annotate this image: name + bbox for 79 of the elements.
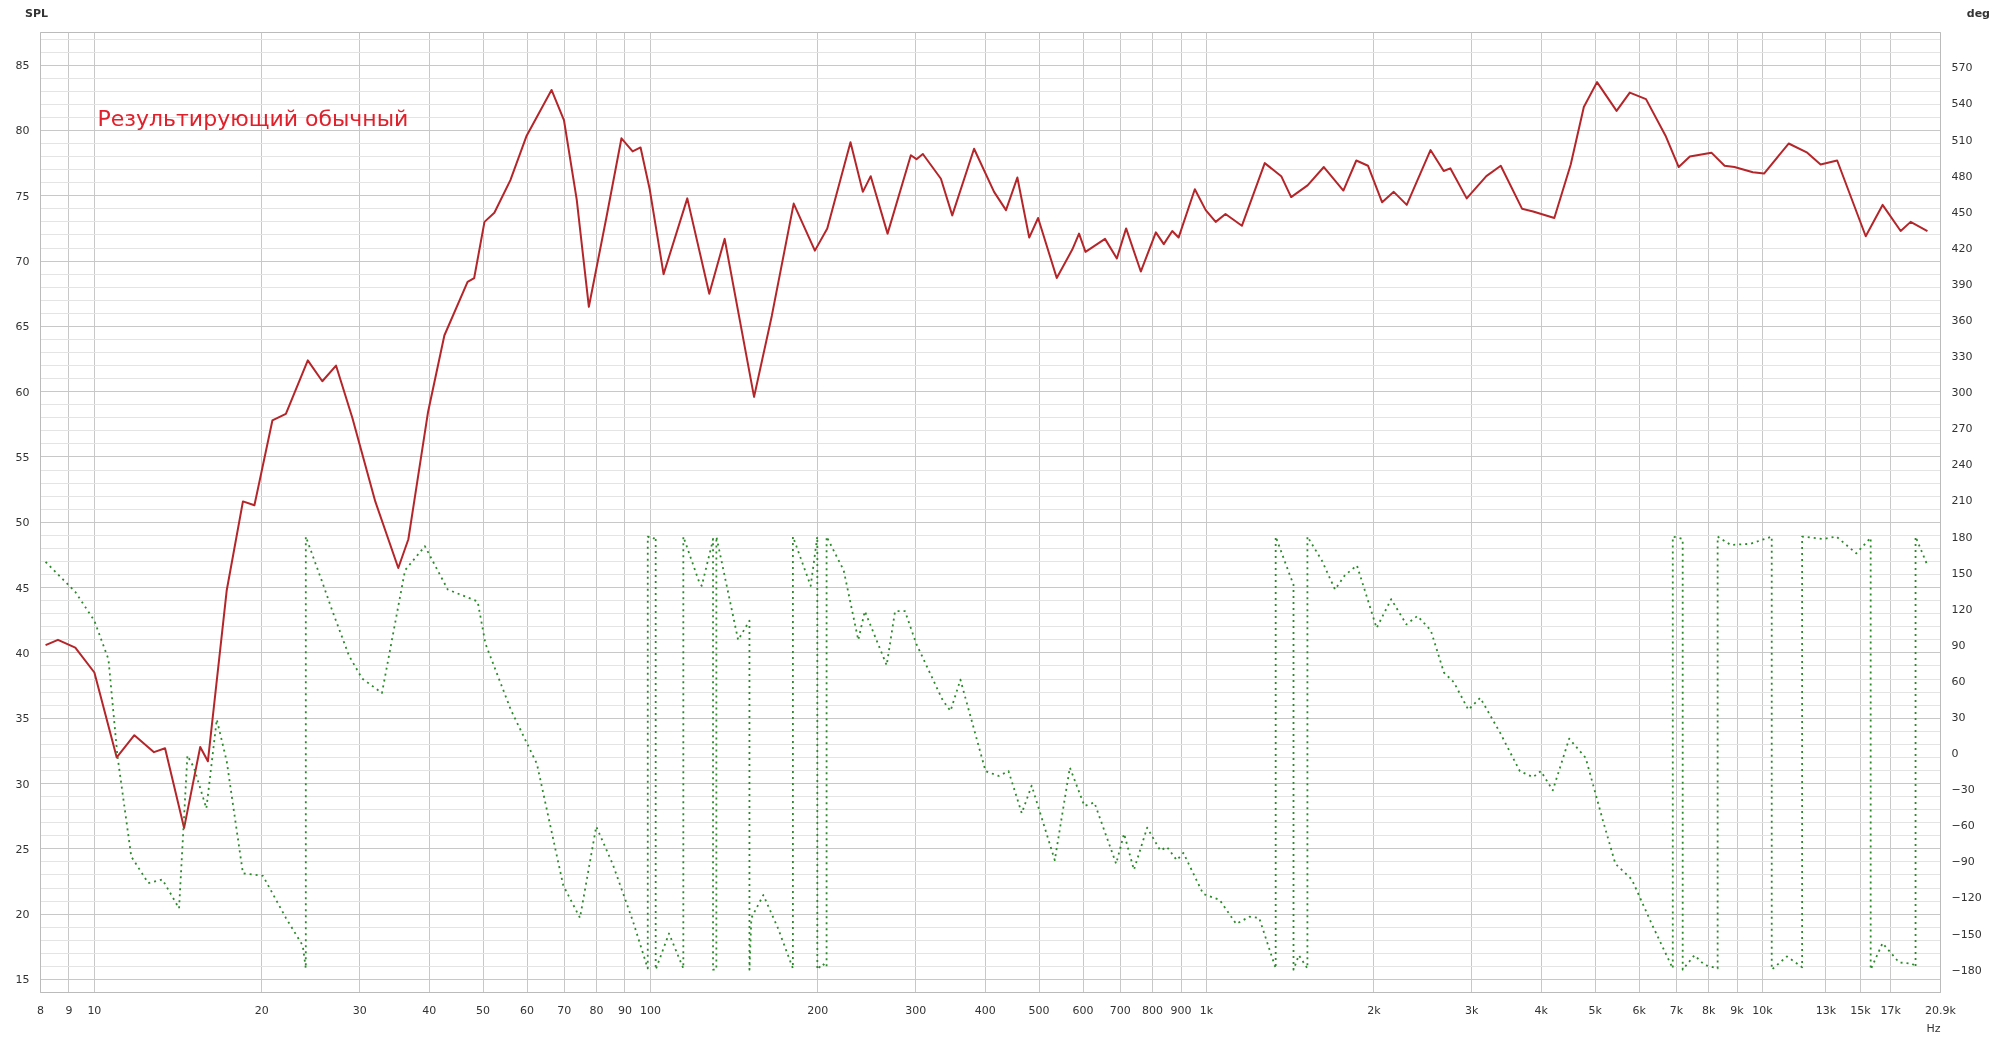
x-tick-label: 7k: [1669, 1003, 1684, 1017]
y-tick-label: 35: [15, 712, 30, 726]
x-tick-label: 30: [352, 1003, 367, 1017]
x-tick-label: 700: [1109, 1003, 1131, 1017]
x-tick-label: 10: [87, 1003, 102, 1017]
y-tick-label: 60: [15, 385, 30, 399]
y-tick-label: 65: [15, 320, 30, 334]
y2-tick-label: −60: [1951, 819, 1975, 833]
x-tick-label: 15k: [1850, 1003, 1872, 1017]
y2-tick-label: 90: [1951, 638, 1966, 652]
x-tick-label: 9: [65, 1003, 73, 1017]
x-tick-label: 40: [422, 1003, 437, 1017]
x-tick-label: 4k: [1534, 1003, 1549, 1017]
y2-tick-label: 480: [1951, 169, 1973, 183]
y-tick-label: 70: [15, 255, 30, 269]
y-tick-label: 15: [15, 973, 30, 987]
x-tick-label: 100: [639, 1003, 661, 1017]
x-tick-label: 10k: [1752, 1003, 1774, 1017]
y2-tick-label: 330: [1951, 350, 1973, 364]
y2-tick-label: −90: [1951, 855, 1975, 869]
y-tick-label: 40: [15, 646, 30, 660]
y2-tick-label: −120: [1951, 891, 1982, 905]
y-axis-title: SPL: [25, 6, 48, 22]
x-tick-label: 400: [974, 1003, 996, 1017]
x-tick-label: 80: [589, 1003, 604, 1017]
y-tick-label: 55: [15, 450, 30, 464]
y2-tick-label: 390: [1951, 277, 1973, 291]
x-tick-label: 6k: [1632, 1003, 1647, 1017]
x-tick-label: 70: [557, 1003, 572, 1017]
y2-axis-title: deg: [1966, 6, 1990, 22]
x-tick-label: 9k: [1730, 1003, 1745, 1017]
y-tick-label: 85: [15, 59, 30, 73]
x-tick-label: 20: [254, 1003, 269, 1017]
y-tick-label: 75: [15, 189, 30, 203]
y2-tick-label: 0: [1951, 747, 1959, 761]
x-tick-label: 8k: [1701, 1003, 1716, 1017]
x-tick-label: 300: [905, 1003, 927, 1017]
x-tick-label: 20.9k: [1925, 1003, 1957, 1017]
y2-tick-label: 180: [1951, 530, 1973, 544]
y-tick-label: 20: [15, 908, 30, 922]
y-tick-label: 50: [15, 516, 30, 530]
y2-tick-label: 300: [1951, 386, 1973, 400]
y2-tick-label: −150: [1951, 927, 1982, 941]
x-tick-label: 200: [807, 1003, 829, 1017]
x-tick-label: 90: [617, 1003, 632, 1017]
x-tick-label: 500: [1028, 1003, 1050, 1017]
x-tick-label: 8: [37, 1003, 44, 1017]
y2-tick-label: 420: [1951, 241, 1973, 255]
x-axis-title: Hz: [1926, 1021, 1941, 1035]
x-tick-label: 800: [1142, 1003, 1164, 1017]
y-tick-label: 30: [15, 777, 30, 791]
x-tick-label: 900: [1170, 1003, 1192, 1017]
y2-tick-label: 120: [1951, 602, 1973, 616]
x-tick-label: 13k: [1815, 1003, 1837, 1017]
y2-tick-label: 240: [1951, 458, 1973, 472]
y2-tick-label: −30: [1951, 783, 1975, 797]
annotation: Результирующий обычный: [97, 106, 409, 132]
y2-tick-label: 450: [1951, 205, 1973, 219]
y2-tick-label: 270: [1951, 422, 1973, 436]
y2-tick-label: 30: [1951, 711, 1966, 725]
x-tick-label: 17k: [1880, 1003, 1902, 1017]
y2-tick-label: −180: [1951, 963, 1982, 977]
x-tick-label: 50: [476, 1003, 491, 1017]
x-tick-label: 600: [1072, 1003, 1094, 1017]
x-tick-label: 3k: [1465, 1003, 1480, 1017]
y2-tick-label: 210: [1951, 494, 1973, 508]
y2-tick-label: 510: [1951, 133, 1973, 147]
x-tick-label: 1k: [1199, 1003, 1214, 1017]
y2-tick-label: 60: [1951, 674, 1966, 688]
x-tick-label: 60: [520, 1003, 535, 1017]
x-tick-label: 2k: [1367, 1003, 1382, 1017]
y-tick-label: 25: [15, 842, 30, 856]
y2-tick-label: 150: [1951, 566, 1973, 580]
y-tick-label: 45: [15, 581, 30, 595]
y2-tick-label: 360: [1951, 314, 1973, 328]
y2-tick-label: 540: [1951, 97, 1973, 111]
y-tick-label: 80: [15, 124, 30, 138]
y2-tick-label: 570: [1951, 61, 1973, 75]
x-tick-label: 5k: [1588, 1003, 1603, 1017]
